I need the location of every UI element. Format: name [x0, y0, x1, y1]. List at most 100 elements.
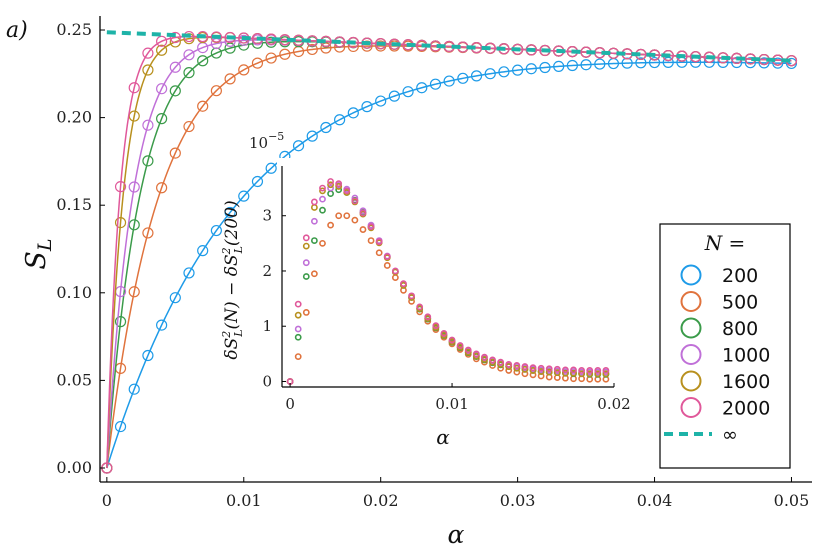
data-point-2000 — [375, 38, 387, 50]
data-point-500 — [320, 42, 332, 54]
inset-point-500 — [310, 270, 318, 278]
x-tick-label: 0.02 — [363, 491, 399, 510]
inset-point-2000 — [416, 303, 424, 311]
legend-marker-2000 — [680, 397, 702, 418]
legend-box — [659, 223, 791, 469]
inset-point-2000 — [327, 178, 334, 185]
data-point-200 — [553, 60, 565, 73]
inset-point-1600 — [521, 365, 529, 373]
inset-point-2000 — [310, 198, 318, 206]
data-point-500 — [183, 120, 195, 133]
legend-label: 1600 — [722, 371, 770, 393]
inset-point-2000 — [319, 184, 326, 192]
inset-point-1600 — [327, 181, 334, 189]
inset-point-2000 — [391, 267, 399, 275]
legend-entries: 200 500 800 1000 1600 2000 ∞ — [664, 264, 770, 446]
inset-point-2000 — [578, 367, 586, 374]
inset-point-1600 — [319, 187, 326, 195]
inset-point-2000 — [302, 234, 310, 242]
inset-point-2000 — [602, 367, 610, 374]
legend-title: N = — [704, 231, 746, 255]
inset-point-1600 — [497, 360, 505, 368]
inset-point-1000 — [294, 325, 302, 333]
inset-point-1600 — [472, 352, 480, 360]
inset-point-1600 — [464, 348, 472, 356]
data-point-200 — [169, 292, 181, 304]
inset-point-1600 — [594, 370, 602, 378]
inset-point-2000 — [464, 346, 472, 354]
data-point-200 — [388, 90, 400, 102]
data-point-200 — [265, 162, 277, 174]
legend-label: 500 — [722, 292, 758, 314]
data-point-200 — [238, 190, 250, 202]
data-point-1600 — [142, 64, 154, 76]
data-point-800 — [128, 219, 140, 231]
data-point-200 — [758, 57, 770, 69]
data-point-200 — [648, 56, 661, 69]
inset-point-1600 — [294, 311, 302, 319]
inset-point-2000 — [529, 364, 537, 372]
inset-ticks: 0 0.01 0.02 0 1 2 3 — [262, 207, 630, 413]
inset-point-2000 — [570, 366, 577, 374]
inset-point-1000 — [310, 217, 318, 225]
inset-point-1600 — [529, 367, 537, 374]
data-point-200 — [484, 68, 496, 80]
inset-point-2000 — [562, 366, 569, 374]
data-point-1600 — [114, 217, 127, 229]
inset-point-1600 — [335, 183, 343, 190]
series-line-infinity — [106, 30, 792, 63]
data-point-200 — [785, 57, 798, 70]
inset-y-tick-label: 0 — [262, 372, 272, 390]
data-point-200 — [251, 175, 264, 188]
inset-y-tick-label: 3 — [262, 207, 272, 225]
legend-label: 2000 — [722, 398, 770, 420]
inset-point-500 — [294, 353, 302, 361]
inset-point-2000 — [383, 253, 391, 261]
inset-point-2000 — [472, 350, 480, 358]
data-point-200 — [744, 57, 756, 69]
inset-point-2000 — [335, 180, 343, 188]
data-point-200 — [320, 121, 332, 134]
inset-point-1600 — [513, 364, 521, 372]
legend-marker-800 — [680, 317, 702, 339]
data-point-200 — [539, 61, 551, 74]
data-point-200 — [156, 319, 168, 331]
data-point-500 — [210, 85, 222, 97]
legend-label: 800 — [722, 318, 758, 340]
inset-point-1600 — [602, 370, 610, 378]
data-point-200 — [361, 101, 373, 113]
data-point-200 — [580, 59, 592, 71]
y-tick-label: 0.00 — [56, 458, 92, 477]
data-point-200 — [306, 130, 318, 142]
inset-point-2000 — [456, 342, 464, 349]
data-point-200 — [334, 114, 346, 126]
data-point-1600 — [156, 44, 168, 56]
inset-point-2000 — [440, 330, 448, 337]
data-point-200 — [772, 57, 784, 69]
data-point-500 — [128, 286, 140, 298]
data-point-1000 — [183, 49, 195, 61]
inset-point-1600 — [545, 368, 553, 376]
data-point-200 — [621, 57, 633, 69]
data-point-200 — [114, 420, 127, 433]
legend: N = 200 500 800 1000 1600 2000 ∞ — [659, 223, 791, 469]
inset-point-2000 — [424, 313, 432, 321]
data-point-200 — [402, 86, 414, 98]
data-point-500 — [197, 100, 209, 112]
data-point-200 — [375, 95, 387, 107]
inset-point-500 — [367, 237, 375, 244]
data-point-1000 — [169, 61, 181, 73]
inset-point-500 — [327, 221, 334, 229]
data-point-800 — [183, 67, 195, 79]
inset-point-1000 — [351, 194, 359, 202]
data-point-200 — [347, 107, 359, 119]
inset-point-500 — [343, 212, 351, 220]
inset-point-1000 — [327, 184, 334, 192]
inset-point-800 — [319, 206, 326, 214]
data-point-2000 — [156, 35, 168, 47]
data-point-200 — [210, 224, 222, 237]
inset-point-2000 — [432, 322, 440, 330]
inset-point-1600 — [553, 369, 561, 377]
data-point-2000 — [114, 181, 127, 193]
inset-point-2000 — [513, 362, 521, 369]
